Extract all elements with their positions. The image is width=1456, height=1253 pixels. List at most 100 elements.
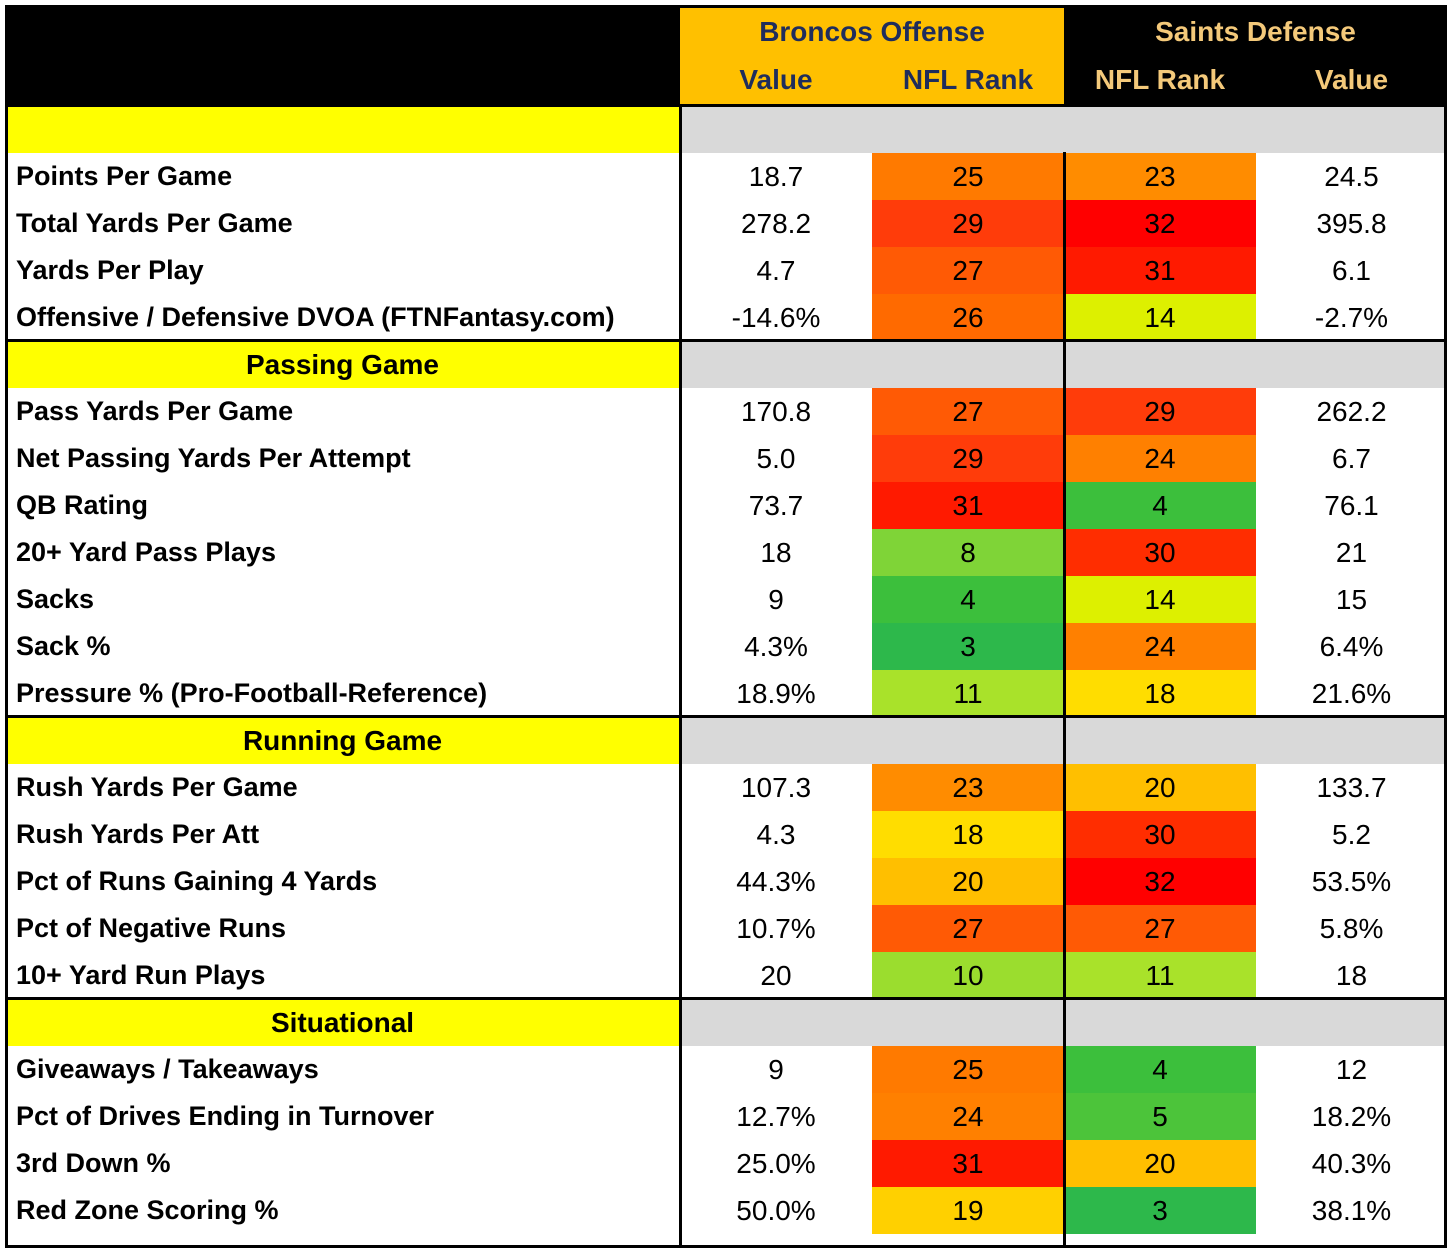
- offense-rank: 3: [872, 623, 1064, 670]
- offense-value: -14.6%: [680, 294, 872, 341]
- offense-value-header: Value: [739, 64, 813, 95]
- row-label: Net Passing Yards Per Attempt: [5, 435, 680, 482]
- defense-value: 5.2: [1256, 811, 1447, 858]
- defense-rank: 32: [1064, 200, 1256, 247]
- row-label: Rush Yards Per Game: [5, 764, 680, 811]
- row-label: Pct of Runs Gaining 4 Yards: [5, 858, 680, 905]
- offense-header: [680, 5, 1064, 105]
- offense-rank: 25: [872, 153, 1064, 200]
- grid-line: [5, 715, 1447, 718]
- offense-value: 9: [680, 1046, 872, 1093]
- offense-value: 20: [680, 952, 872, 999]
- grid-line: [5, 997, 1447, 1000]
- defense-value: -2.7%: [1256, 294, 1447, 341]
- offense-rank: 4: [872, 576, 1064, 623]
- defense-rank: 20: [1064, 764, 1256, 811]
- offense-value: 18: [680, 529, 872, 576]
- section-band: [680, 106, 1447, 153]
- offense-rank: 8: [872, 529, 1064, 576]
- section-header: [5, 106, 680, 153]
- grid-line: [5, 1245, 1447, 1248]
- offense-rank: 19: [872, 1187, 1064, 1234]
- defense-rank: 23: [1064, 153, 1256, 200]
- offense-rank: 26: [872, 294, 1064, 341]
- defense-rank: 20: [1064, 1140, 1256, 1187]
- section-header: Passing Game: [5, 341, 680, 388]
- defense-rank: 3: [1064, 1187, 1256, 1234]
- grid-line: [1063, 152, 1066, 1248]
- offense-value: 4.3%: [680, 623, 872, 670]
- defense-value-header: Value: [1314, 64, 1389, 95]
- defense-rank: 30: [1064, 811, 1256, 858]
- defense-rank: 14: [1064, 576, 1256, 623]
- offense-value: 12.7%: [680, 1093, 872, 1140]
- defense-rank: 32: [1064, 858, 1256, 905]
- defense-value: 262.2: [1256, 388, 1447, 435]
- defense-value: 133.7: [1256, 764, 1447, 811]
- row-label: QB Rating: [5, 482, 680, 529]
- offense-title: Broncos Offense: [759, 16, 985, 47]
- defense-value: 53.5%: [1256, 858, 1447, 905]
- defense-value: 12: [1256, 1046, 1447, 1093]
- defense-value: 5.8%: [1256, 905, 1447, 952]
- grid-line: [5, 5, 1447, 8]
- grid-line: [5, 5, 8, 1248]
- offense-rank: 10: [872, 952, 1064, 999]
- grid-line: [679, 105, 682, 1248]
- defense-value: 6.4%: [1256, 623, 1447, 670]
- offense-rank: 24: [872, 1093, 1064, 1140]
- offense-value: 170.8: [680, 388, 872, 435]
- offense-rank: 29: [872, 200, 1064, 247]
- offense-value: 4.3: [680, 811, 872, 858]
- row-label: Sacks: [5, 576, 680, 623]
- row-label: 20+ Yard Pass Plays: [5, 529, 680, 576]
- offense-rank: 23: [872, 764, 1064, 811]
- offense-rank: 31: [872, 1140, 1064, 1187]
- offense-rank: 29: [872, 435, 1064, 482]
- grid-line: [5, 339, 1447, 342]
- offense-value: 73.7: [680, 482, 872, 529]
- row-label: Sack %: [5, 623, 680, 670]
- defense-value: 395.8: [1256, 200, 1447, 247]
- defense-rank: 29: [1064, 388, 1256, 435]
- defense-value: 38.1%: [1256, 1187, 1447, 1234]
- stats-comparison-table: Broncos Offense Value NFL Rank Saints De…: [5, 5, 1447, 1248]
- row-label: Rush Yards Per Att: [5, 811, 680, 858]
- row-label: Total Yards Per Game: [5, 200, 680, 247]
- defense-rank: 4: [1064, 482, 1256, 529]
- grid-line: [5, 104, 1447, 107]
- row-label: Giveaways / Takeaways: [5, 1046, 680, 1093]
- offense-rank: 27: [872, 905, 1064, 952]
- defense-value: 15: [1256, 576, 1447, 623]
- row-label: 10+ Yard Run Plays: [5, 952, 680, 999]
- defense-rank: 14: [1064, 294, 1256, 341]
- offense-rank: 25: [872, 1046, 1064, 1093]
- defense-value: 6.7: [1256, 435, 1447, 482]
- offense-value: 18.9%: [680, 670, 872, 717]
- defense-value: 18.2%: [1256, 1093, 1447, 1140]
- section-header: Running Game: [5, 717, 680, 764]
- offense-value: 44.3%: [680, 858, 872, 905]
- defense-value: 24.5: [1256, 153, 1447, 200]
- defense-header: [1064, 5, 1447, 105]
- defense-value: 76.1: [1256, 482, 1447, 529]
- grid-line: [1444, 5, 1447, 1248]
- section-header: Situational: [5, 999, 680, 1046]
- defense-rank: 24: [1064, 623, 1256, 670]
- offense-rank-header: NFL Rank: [902, 64, 1034, 95]
- offense-value: 18.7: [680, 153, 872, 200]
- offense-value: 4.7: [680, 247, 872, 294]
- defense-rank: 4: [1064, 1046, 1256, 1093]
- offense-value: 25.0%: [680, 1140, 872, 1187]
- offense-value: 10.7%: [680, 905, 872, 952]
- row-label: Pass Yards Per Game: [5, 388, 680, 435]
- offense-value: 50.0%: [680, 1187, 872, 1234]
- defense-value: 21: [1256, 529, 1447, 576]
- defense-value: 6.1: [1256, 247, 1447, 294]
- defense-rank-header: NFL Rank: [1094, 64, 1226, 95]
- offense-rank: 18: [872, 811, 1064, 858]
- defense-value: 21.6%: [1256, 670, 1447, 717]
- offense-value: 5.0: [680, 435, 872, 482]
- offense-value: 278.2: [680, 200, 872, 247]
- row-label: Points Per Game: [5, 153, 680, 200]
